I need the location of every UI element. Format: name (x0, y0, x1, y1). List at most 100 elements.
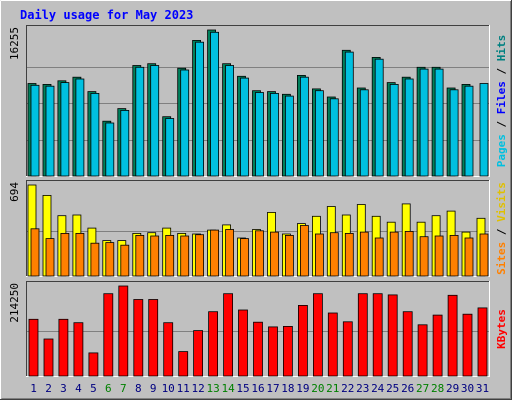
bar-sites-day-7 (120, 244, 130, 277)
panel-visits-max-label: 694 (8, 182, 21, 202)
bar-kbytes-day-24 (372, 293, 383, 377)
bar-sites-day-22 (344, 232, 354, 277)
bar-sites-day-14 (225, 229, 235, 277)
bar-sites-day-28 (434, 235, 444, 277)
bar-kbytes-day-16 (253, 321, 263, 377)
bar-files-day-29 (449, 89, 459, 177)
bar-files-day-24 (374, 58, 384, 177)
bar-files-day-30 (464, 85, 474, 177)
bar-files-day-21 (329, 98, 339, 177)
day-label-14: 14 (221, 382, 235, 395)
bar-kbytes-day-23 (357, 293, 368, 377)
day-label-9: 9 (150, 382, 157, 395)
panel-hits-max-label: 16255 (8, 27, 21, 60)
bar-files-day-19 (299, 76, 309, 177)
panel-visits-legend-label: Sites / Visits (495, 182, 508, 275)
day-label-5: 5 (90, 382, 97, 395)
bar-kbytes-day-18 (282, 325, 293, 377)
bar-files-day-18 (284, 95, 294, 177)
legend-visits: Visits (495, 182, 508, 222)
series-kbytes (28, 285, 488, 377)
day-label-30: 30 (461, 382, 474, 395)
bar-files-day-1 (30, 84, 40, 177)
legend-separator: / (495, 222, 508, 242)
day-label-17: 17 (266, 382, 279, 395)
bar-files-day-17 (270, 93, 279, 177)
bar-files-day-25 (389, 84, 399, 177)
bar-sites-day-18 (284, 234, 294, 277)
panel-hits: 16255 Pages / Files / Hits (8, 25, 508, 177)
bar-files-day-15 (240, 77, 249, 177)
legend-sites: Sites (495, 242, 508, 275)
bar-kbytes-day-29 (447, 294, 458, 377)
legend-hits: Hits (495, 35, 508, 62)
bar-kbytes-day-20 (312, 293, 323, 377)
bar-sites-day-2 (45, 238, 55, 277)
bar-kbytes-day-10 (163, 322, 174, 377)
day-label-8: 8 (135, 382, 142, 395)
bar-sites-day-25 (389, 231, 399, 277)
day-label-16: 16 (251, 382, 264, 395)
bar-kbytes-day-4 (73, 322, 84, 377)
panel-kbytes-max-label: 214250 (8, 283, 21, 323)
day-label-27: 27 (416, 382, 429, 395)
bar-files-day-9 (150, 65, 160, 177)
day-label-18: 18 (281, 382, 294, 395)
bar-sites-day-15 (240, 238, 249, 277)
bar-files-day-7 (120, 110, 130, 177)
bar-files-day-22 (344, 51, 354, 177)
legend-pages: Pages (495, 134, 508, 167)
bar-sites-day-30 (464, 237, 474, 277)
bar-kbytes-day-22 (342, 321, 353, 377)
bar-files-day-27 (419, 68, 429, 177)
day-label-11: 11 (177, 382, 190, 395)
bar-sites-day-19 (299, 225, 309, 277)
bar-sites-day-12 (195, 234, 205, 277)
day-label-28: 28 (431, 382, 444, 395)
bar-sites-day-26 (404, 230, 414, 277)
day-label-19: 19 (296, 382, 309, 395)
day-label-15: 15 (236, 382, 249, 395)
series-files (30, 31, 489, 177)
bar-kbytes-day-6 (103, 293, 114, 377)
bar-files-day-6 (105, 122, 115, 177)
bar-kbytes-day-1 (28, 318, 39, 377)
bar-sites-day-20 (314, 233, 324, 277)
day-label-25: 25 (386, 382, 399, 395)
legend-separator: / (495, 61, 508, 81)
bar-kbytes-day-3 (58, 318, 69, 377)
bar-kbytes-day-9 (148, 299, 159, 377)
day-label-7: 7 (120, 382, 127, 395)
day-label-29: 29 (446, 382, 459, 395)
bar-kbytes-day-19 (297, 304, 308, 377)
bar-files-day-23 (359, 89, 369, 177)
day-label-21: 21 (326, 382, 339, 395)
series-sites (30, 225, 489, 277)
bar-files-day-28 (434, 68, 444, 177)
day-label-23: 23 (356, 382, 369, 395)
bar-files-day-13 (210, 31, 220, 177)
bar-kbytes-day-11 (178, 351, 189, 377)
bar-sites-day-23 (359, 231, 369, 277)
bar-kbytes-day-26 (402, 311, 413, 377)
bar-kbytes-day-28 (432, 314, 443, 377)
bar-kbytes-day-5 (88, 352, 99, 377)
legend-kbytes: KBytes (495, 309, 508, 349)
bar-kbytes-day-12 (193, 330, 204, 377)
day-label-20: 20 (311, 382, 324, 395)
bar-sites-day-3 (60, 232, 70, 277)
bar-files-day-11 (180, 69, 190, 177)
bar-kbytes-day-13 (208, 311, 219, 377)
bar-files-day-26 (404, 78, 414, 177)
panel-kbytes-legend-label: KBytes (495, 309, 508, 349)
bar-sites-day-24 (374, 237, 384, 277)
bar-kbytes-day-17 (268, 326, 278, 377)
bar-sites-day-5 (90, 242, 100, 277)
day-label-22: 22 (341, 382, 354, 395)
bar-files-day-3 (60, 82, 70, 177)
panel-kbytes: 214250 KBytes (8, 281, 508, 377)
bar-sites-day-16 (255, 230, 264, 277)
bar-kbytes-day-2 (43, 338, 54, 377)
bar-kbytes-day-7 (118, 285, 129, 377)
